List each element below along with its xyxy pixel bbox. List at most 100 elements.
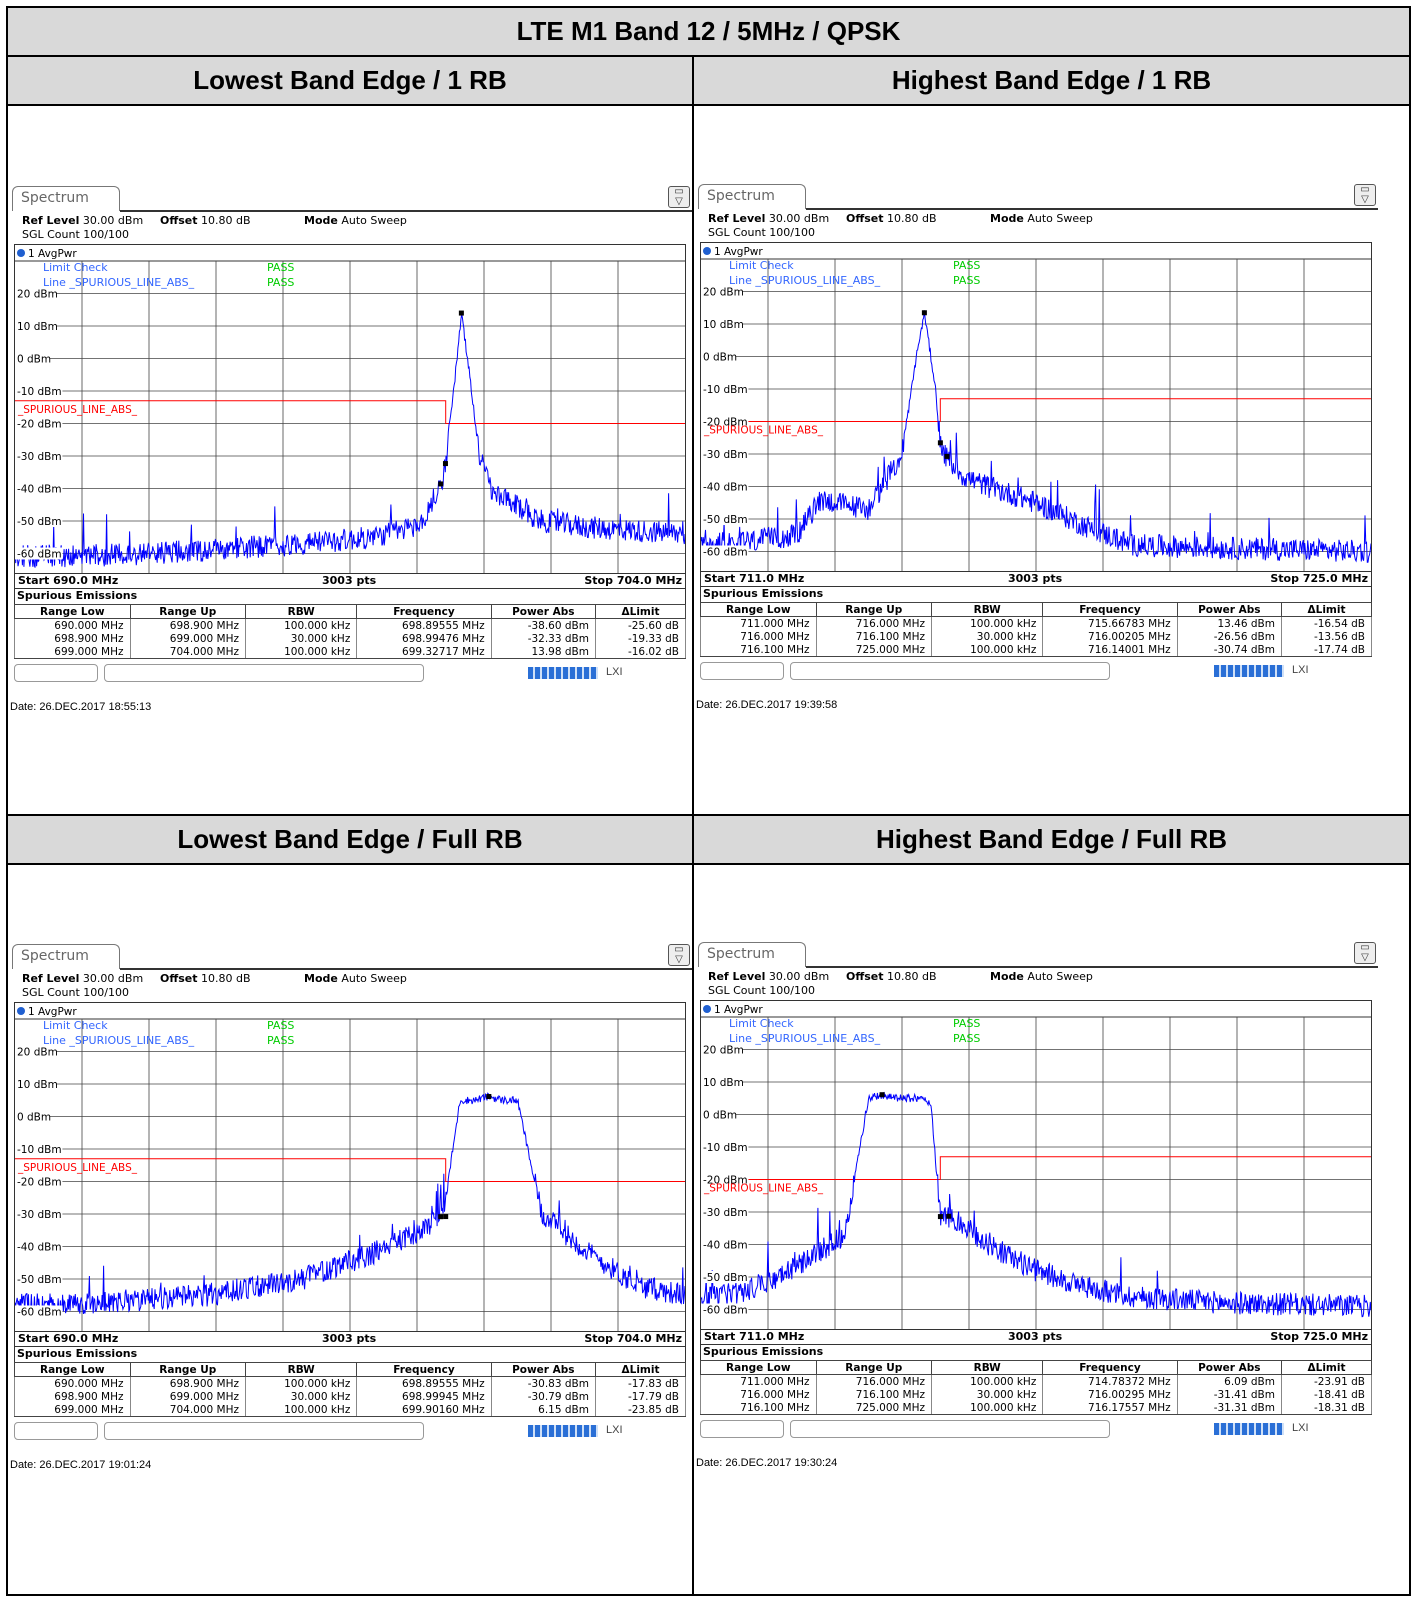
status-bar: LXI <box>700 662 1372 684</box>
spectrum-tab[interactable]: Spectrum <box>698 942 806 967</box>
table-cell: 711.000 MHz <box>700 1374 817 1388</box>
y-tick-label: -40 dBm <box>703 1240 748 1252</box>
table-cell: 698.99476 MHz <box>356 632 492 645</box>
table-cell: 690.000 MHz <box>14 1376 131 1390</box>
y-tick-label: 0 dBm <box>17 1112 51 1124</box>
start-frequency: Start 690.0 MHz <box>18 574 119 587</box>
report-title: LTE M1 Band 12 / 5MHz / QPSK <box>8 8 1409 55</box>
status-bar: LXI <box>14 1422 686 1444</box>
status-message-field <box>104 664 424 682</box>
frequency-axis-bar: Start 711.0 MHz 3003 pts Stop 725.0 MHz <box>700 1329 1372 1345</box>
spurious-emissions-table: Range Low Range Up RBW Frequency Power Abs ΔL… <box>14 604 687 659</box>
peak-marker <box>946 1213 952 1219</box>
y-tick-label: 0 dBm <box>17 354 51 366</box>
table-cell: 698.99945 MHz <box>356 1390 492 1403</box>
limit-line <box>701 398 1371 422</box>
y-tick-label: 0 dBm <box>703 1110 737 1122</box>
table-cell: 716.100 MHz <box>815 630 933 643</box>
trace-indicator-icon <box>703 247 711 255</box>
sweep-points: 3003 pts <box>322 574 377 587</box>
table-header: ΔLimit <box>1280 602 1373 617</box>
limit-line-label: _SPURIOUS_LINE_ABS_ <box>17 1162 138 1174</box>
y-tick-label: -30 dBm <box>703 449 748 461</box>
table-cell: 30.000 kHz <box>245 1390 358 1403</box>
plot-grid <box>15 261 685 573</box>
peak-marker <box>438 1214 444 1220</box>
start-frequency: Start 711.0 MHz <box>704 572 805 585</box>
table-row: 716.000 MHz 716.100 MHz 30.000 kHz 716.0020… <box>700 630 1373 643</box>
limit-line <box>701 1156 1371 1180</box>
window-menu-icon[interactable]: ▭ ▽ <box>668 186 690 208</box>
table-cell: 716.17557 MHz <box>1042 1401 1178 1415</box>
table-header: Range Low <box>14 604 131 619</box>
table-header: Frequency <box>356 604 492 619</box>
sweep-progress-bar <box>528 1425 598 1437</box>
window-menu-icon[interactable]: ▭ ▽ <box>1354 184 1376 206</box>
peak-marker <box>458 310 464 316</box>
table-cell: -32.33 dBm <box>490 632 596 645</box>
spectrum-tab[interactable]: Spectrum <box>698 184 806 209</box>
plot-grid <box>15 1019 685 1331</box>
table-cell: -18.31 dB <box>1280 1401 1373 1415</box>
table-cell: -16.02 dB <box>594 645 687 659</box>
table-row: 711.000 MHz 716.000 MHz 100.000 kHz 714.783… <box>700 1374 1373 1388</box>
limit-check-result: PASS <box>953 259 980 272</box>
limit-check-label: Limit Check <box>43 1019 108 1032</box>
table-cell: -30.74 dBm <box>1176 643 1282 657</box>
window-menu-icon[interactable]: ▭ ▽ <box>668 944 690 966</box>
y-tick-label: -50 dBm <box>17 516 62 528</box>
table-cell: 13.46 dBm <box>1176 616 1282 630</box>
table-cell: 716.00295 MHz <box>1042 1388 1178 1401</box>
y-tick-label: -10 dBm <box>703 384 748 396</box>
y-tick-label: -30 dBm <box>17 451 62 463</box>
status-message-field <box>790 662 1110 680</box>
y-tick-label: -20 dBm <box>703 1175 748 1187</box>
table-cell: -31.41 dBm <box>1176 1388 1282 1401</box>
limit-line-label: _SPURIOUS_LINE_ABS_ <box>703 1183 824 1195</box>
table-cell: 716.14001 MHz <box>1042 643 1178 657</box>
table-header: RBW <box>931 1360 1044 1375</box>
date-stamp: Date: 26.DEC.2017 18:55:13 <box>10 701 152 713</box>
start-frequency: Start 711.0 MHz <box>704 1330 805 1343</box>
sweep-points: 3003 pts <box>322 1332 377 1345</box>
spectrum-tab[interactable]: Spectrum <box>12 944 120 969</box>
table-cell: 698.89555 MHz <box>356 1376 492 1390</box>
table-row: 711.000 MHz 716.000 MHz 100.000 kHz 715.667… <box>700 616 1373 630</box>
table-header: Frequency <box>1042 602 1178 617</box>
table-header: Range Up <box>129 604 247 619</box>
trace-line <box>14 314 686 568</box>
stop-frequency: Stop 704.0 MHz <box>584 574 682 587</box>
table-cell: 690.000 MHz <box>14 618 131 632</box>
sweep-points: 3003 pts <box>1008 572 1063 585</box>
table-cell: -25.60 dB <box>594 618 687 632</box>
spurious-emissions-title: Spurious Emissions <box>14 1347 686 1362</box>
table-cell: 716.000 MHz <box>700 630 817 643</box>
plot-grid <box>701 1017 1371 1329</box>
peak-marker <box>937 1214 943 1220</box>
y-tick-label: 20 dBm <box>17 289 58 301</box>
plot-grid <box>701 259 1371 571</box>
y-tick-label: -50 dBm <box>17 1274 62 1286</box>
status-field <box>14 664 98 682</box>
y-tick-label: -30 dBm <box>17 1209 62 1221</box>
y-tick-label: -40 dBm <box>17 1242 62 1254</box>
spectrum-tab[interactable]: Spectrum <box>12 186 120 211</box>
status-bar: LXI <box>14 664 686 686</box>
trace-indicator-icon <box>17 249 25 257</box>
table-header: RBW <box>245 604 358 619</box>
table-cell: 725.000 MHz <box>815 643 933 657</box>
sweep-progress-bar <box>1214 665 1284 677</box>
table-cell: 698.900 MHz <box>14 1390 131 1403</box>
window-menu-icon[interactable]: ▭ ▽ <box>1354 942 1376 964</box>
table-header: ΔLimit <box>594 1362 687 1377</box>
status-bar: LXI <box>700 1420 1372 1442</box>
table-cell: 716.000 MHz <box>700 1388 817 1401</box>
limit-check-result: PASS <box>267 261 294 274</box>
limit-line <box>15 400 685 424</box>
spurious-emissions-title: Spurious Emissions <box>700 587 1372 602</box>
table-row: 698.900 MHz 699.000 MHz 30.000 kHz 698.9994… <box>14 1390 687 1403</box>
spurious-emissions-title: Spurious Emissions <box>700 1345 1372 1360</box>
spurious-emissions-title: Spurious Emissions <box>14 589 686 604</box>
table-header: Power Abs <box>490 1362 596 1377</box>
table-cell: 715.66783 MHz <box>1042 616 1178 630</box>
